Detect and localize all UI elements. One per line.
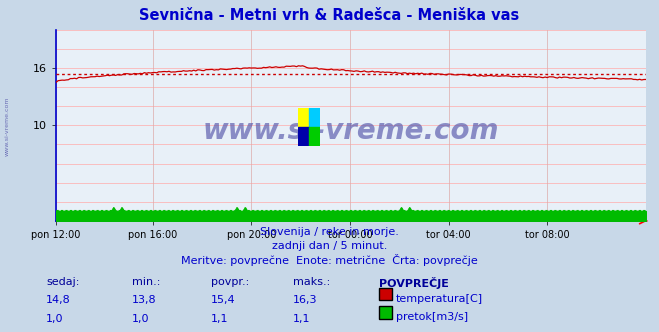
Text: Meritve: povprečne  Enote: metrične  Črta: povprečje: Meritve: povprečne Enote: metrične Črta:… bbox=[181, 254, 478, 266]
Text: 14,8: 14,8 bbox=[46, 295, 71, 305]
Text: 1,0: 1,0 bbox=[132, 314, 150, 324]
Text: zadnji dan / 5 minut.: zadnji dan / 5 minut. bbox=[272, 241, 387, 251]
Text: 13,8: 13,8 bbox=[132, 295, 156, 305]
Text: 1,0: 1,0 bbox=[46, 314, 64, 324]
Text: temperatura[C]: temperatura[C] bbox=[396, 294, 483, 304]
Polygon shape bbox=[298, 108, 308, 127]
Text: Sevnična - Metni vrh & Radešca - Meniška vas: Sevnična - Metni vrh & Radešca - Meniška… bbox=[139, 8, 520, 23]
Polygon shape bbox=[298, 127, 308, 146]
Text: pretok[m3/s]: pretok[m3/s] bbox=[396, 312, 468, 322]
Text: maks.:: maks.: bbox=[293, 277, 331, 287]
Text: min.:: min.: bbox=[132, 277, 160, 287]
Text: sedaj:: sedaj: bbox=[46, 277, 80, 287]
Text: www.si-vreme.com: www.si-vreme.com bbox=[203, 117, 499, 145]
Text: 1,1: 1,1 bbox=[211, 314, 229, 324]
Polygon shape bbox=[308, 108, 320, 127]
Text: 16,3: 16,3 bbox=[293, 295, 318, 305]
Text: www.si-vreme.com: www.si-vreme.com bbox=[5, 96, 10, 156]
Text: POVPREČJE: POVPREČJE bbox=[379, 277, 449, 289]
Polygon shape bbox=[308, 127, 320, 146]
Text: 15,4: 15,4 bbox=[211, 295, 235, 305]
Text: Slovenija / reke in morje.: Slovenija / reke in morje. bbox=[260, 227, 399, 237]
Text: povpr.:: povpr.: bbox=[211, 277, 249, 287]
Text: 1,1: 1,1 bbox=[293, 314, 311, 324]
